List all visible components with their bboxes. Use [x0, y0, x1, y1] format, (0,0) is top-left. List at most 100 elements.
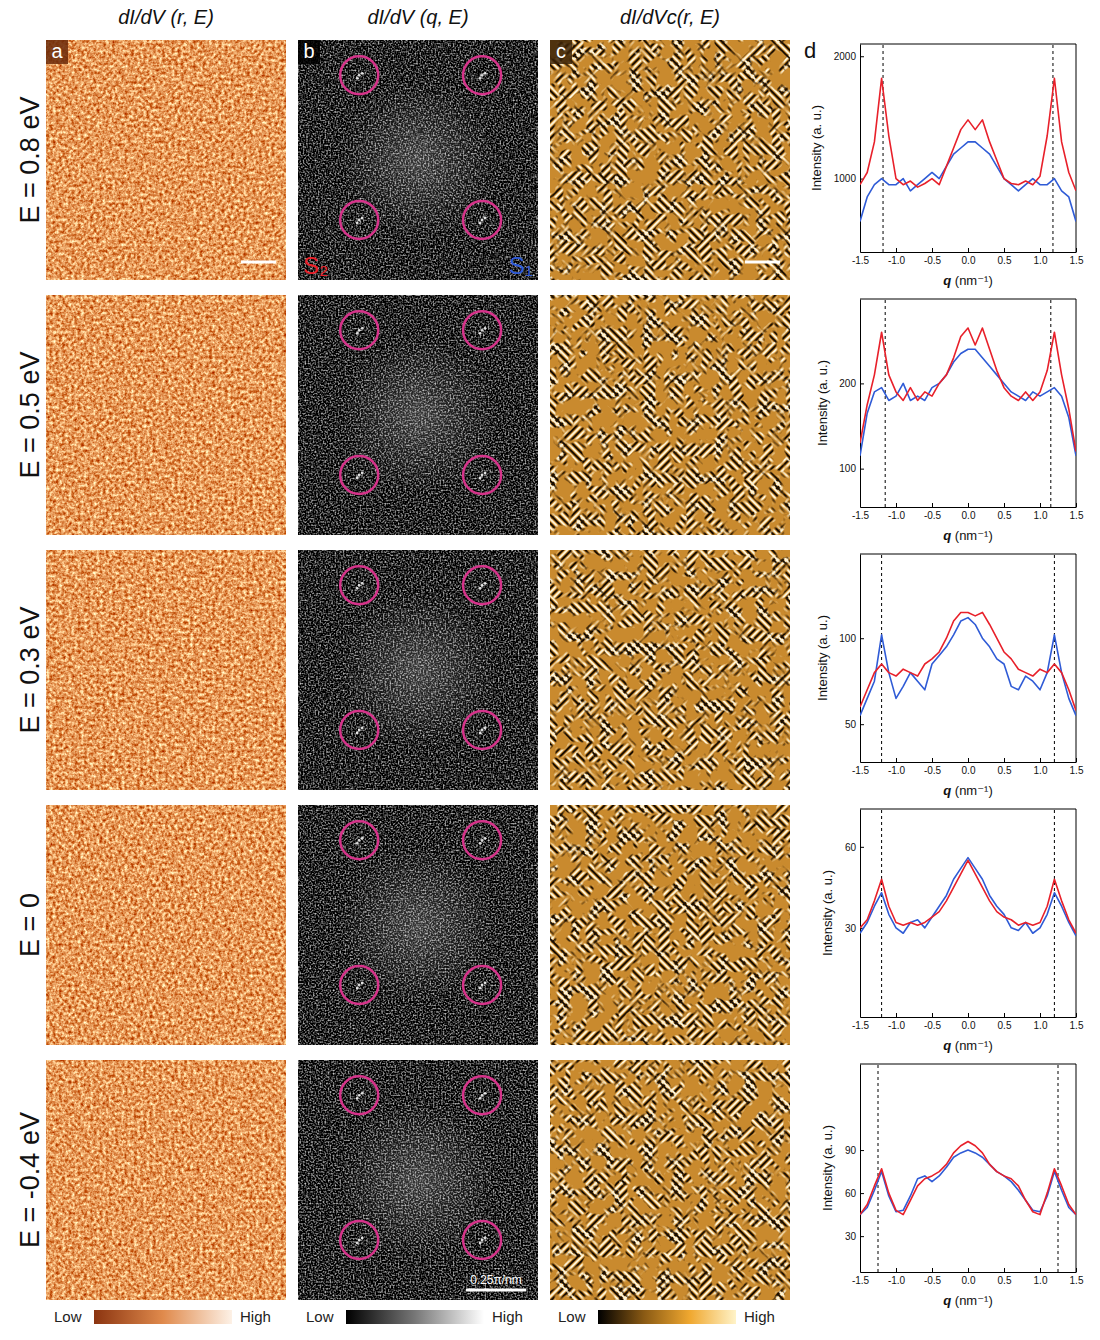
panel-letter-bg: [298, 40, 320, 64]
x-tick-mark: [896, 503, 897, 507]
colorbar-label: High: [492, 1308, 523, 1325]
bragg-spot: [361, 1237, 364, 1240]
x-tick-label: 1.5: [1070, 255, 1084, 266]
colorbar-label: Low: [306, 1308, 334, 1325]
y-tick-mark: [860, 847, 864, 848]
row-label: E = 0.5 eV: [15, 352, 45, 479]
x-tick: 1.5: [1070, 503, 1084, 521]
fft-glow: [298, 40, 538, 280]
column-title: dI/dV (q, E): [367, 6, 468, 28]
y-axis-title: Intensity (a. u.): [820, 1125, 835, 1211]
x-tick: 1.0: [1034, 758, 1048, 776]
y-tick-mark: [860, 638, 864, 639]
x-tick: -1.0: [888, 503, 906, 521]
bragg-circle: [463, 201, 501, 239]
bragg-spot: [484, 727, 487, 730]
plot-frame: [860, 299, 1076, 300]
x-tick-label: 0.0: [962, 255, 976, 266]
x-axis-line: [861, 1017, 1077, 1018]
bragg-spot: [361, 582, 364, 585]
plot-frame: [860, 1064, 1076, 1065]
bragg-circle: [340, 456, 378, 494]
bragg-spot: [479, 222, 482, 225]
y-tick: 60: [845, 1188, 864, 1199]
x-tick-label: 0.5: [998, 510, 1012, 521]
colorbar-label: High: [744, 1308, 775, 1325]
x-tick-label: -1.0: [888, 1275, 906, 1286]
stripe-domains: [550, 550, 790, 790]
x-tick-mark: [932, 758, 933, 762]
y-axis-line: [860, 300, 861, 508]
plot-frame: [1076, 809, 1077, 1017]
reference-line: [1054, 809, 1055, 1017]
x-tick-label: 1.5: [1070, 765, 1084, 776]
y-axis: 10002000: [834, 45, 864, 253]
colorbar-label: High: [240, 1308, 271, 1325]
bragg-spot: [358, 729, 361, 732]
series-line: [860, 612, 1076, 710]
plot-frame: [1076, 1064, 1077, 1272]
bragg-spot: [481, 219, 484, 222]
plot-frame: [860, 44, 1076, 45]
x-axis-line: [861, 507, 1077, 508]
reference-line: [885, 299, 886, 507]
y-tick: 90: [845, 1145, 864, 1156]
plot-area: [860, 1064, 1076, 1272]
x-tick: 0.0: [962, 758, 976, 776]
x-tick-mark: [1040, 1013, 1041, 1017]
plot-frame: [1076, 299, 1077, 507]
y-axis-line: [860, 555, 861, 763]
scale-bar: [241, 261, 276, 264]
x-tick-mark: [968, 248, 969, 252]
bragg-spot: [484, 327, 487, 330]
row-label: E = 0.8 eV: [15, 97, 45, 224]
map-image: [46, 1060, 286, 1300]
bragg-spot: [356, 732, 359, 735]
scale-bar: [466, 1289, 526, 1292]
bragg-spot: [484, 1092, 487, 1095]
bragg-spot: [479, 332, 482, 335]
reference-line: [878, 1064, 879, 1272]
x-tick-label: 0.0: [962, 765, 976, 776]
x-tick-mark: [1040, 1268, 1041, 1272]
bragg-spot: [484, 982, 487, 985]
y-axis-line: [860, 1065, 861, 1273]
bragg-circle: [463, 456, 501, 494]
bragg-spot: [356, 587, 359, 590]
bragg-spot: [361, 472, 364, 475]
bragg-spot: [356, 1097, 359, 1100]
stripe-domains: [550, 40, 790, 280]
x-tick-mark: [896, 1268, 897, 1272]
x-tick-label: -1.5: [852, 1020, 870, 1031]
y-axis-line: [860, 810, 861, 1018]
stripe-domains: [550, 1060, 790, 1300]
y-axis: 3060: [845, 810, 864, 1018]
bragg-spot: [481, 839, 484, 842]
colorbar-label: Low: [558, 1308, 586, 1325]
x-tick-label: -1.0: [888, 255, 906, 266]
x-tick: -0.5: [924, 503, 942, 521]
y-tick-label: 100: [839, 463, 856, 474]
bragg-spot: [356, 477, 359, 480]
y-tick-label: 30: [845, 1231, 857, 1242]
bragg-spot: [356, 1242, 359, 1245]
fft-glow: [298, 805, 538, 1045]
x-tick: 1.5: [1070, 1013, 1084, 1031]
panel-letter: a: [51, 40, 63, 62]
x-tick: -1.0: [888, 248, 906, 266]
bragg-spot: [361, 217, 364, 220]
x-tick: 0.5: [998, 503, 1012, 521]
bragg-circle: [340, 1221, 378, 1259]
x-axis-title: q (nm⁻¹): [943, 1293, 992, 1308]
stripe-domains: [550, 550, 790, 790]
bragg-spot: [484, 837, 487, 840]
map-image: [46, 40, 286, 280]
x-tick-label: 0.5: [998, 1275, 1012, 1286]
bragg-circle: [340, 311, 378, 349]
stripe-domains: [550, 40, 790, 280]
x-tick: 1.0: [1034, 1268, 1048, 1286]
filtered-image: [550, 805, 790, 1045]
x-tick: -0.5: [924, 1013, 942, 1031]
x-tick-mark: [1004, 248, 1005, 252]
fft-image: [298, 805, 538, 1045]
